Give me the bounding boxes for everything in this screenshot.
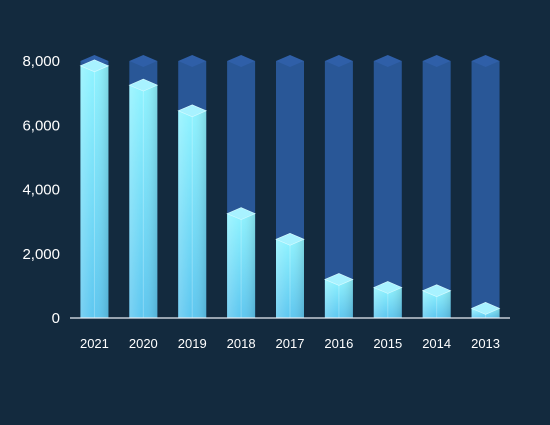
bar-cap [373, 281, 403, 294]
bar-cap [177, 104, 207, 118]
x-tick-label: 2018 [227, 336, 256, 351]
y-tick-label: 0 [52, 310, 60, 327]
x-tick-label: 2016 [324, 336, 353, 351]
bar-cap [421, 284, 452, 298]
bar-cap [128, 78, 159, 92]
y-tick-labels: 0 2,000 4,000 6,000 8,000 [22, 53, 60, 327]
x-tick-label: 2019 [178, 336, 207, 351]
bar-cap [79, 59, 110, 73]
bar-track-cap [227, 55, 256, 67]
bar-shade [178, 110, 207, 318]
bar-track-cap [129, 55, 158, 67]
y-tick-label: 6,000 [22, 117, 60, 134]
bar-shade [324, 279, 353, 318]
bar-track [422, 61, 451, 318]
bar-track [471, 61, 500, 318]
x-tick-labels: 2021 2020 2019 2018 2017 2016 2015 2014 2013 [80, 336, 500, 351]
bar-shade [80, 65, 109, 318]
y-tick-label: 2,000 [22, 246, 60, 263]
bar-track-cap [471, 55, 500, 67]
bar-cap [226, 207, 256, 220]
bar-shade [276, 239, 304, 318]
bar-track-cap [422, 55, 451, 67]
x-tick-label: 2015 [373, 336, 402, 351]
bar-cap [470, 302, 501, 315]
x-tick-label: 2013 [471, 336, 500, 351]
bar-track-cap [373, 55, 402, 67]
x-tick-label: 2020 [129, 336, 158, 351]
bar-shade [227, 213, 256, 318]
bar-track-cap [276, 55, 304, 67]
bar-track-cap [324, 55, 353, 67]
bars-layer [79, 59, 501, 318]
x-tick-label: 2017 [276, 336, 305, 351]
bar-cap [275, 232, 305, 246]
bar-cap [324, 273, 354, 286]
y-tick-label: 4,000 [22, 182, 60, 199]
bar-shade [129, 85, 158, 318]
y-tick-label: 8,000 [22, 53, 60, 70]
x-tick-label: 2014 [422, 336, 451, 351]
bar-track [373, 61, 402, 318]
x-tick-label: 2021 [80, 336, 109, 351]
bar-track-cap [178, 55, 207, 67]
